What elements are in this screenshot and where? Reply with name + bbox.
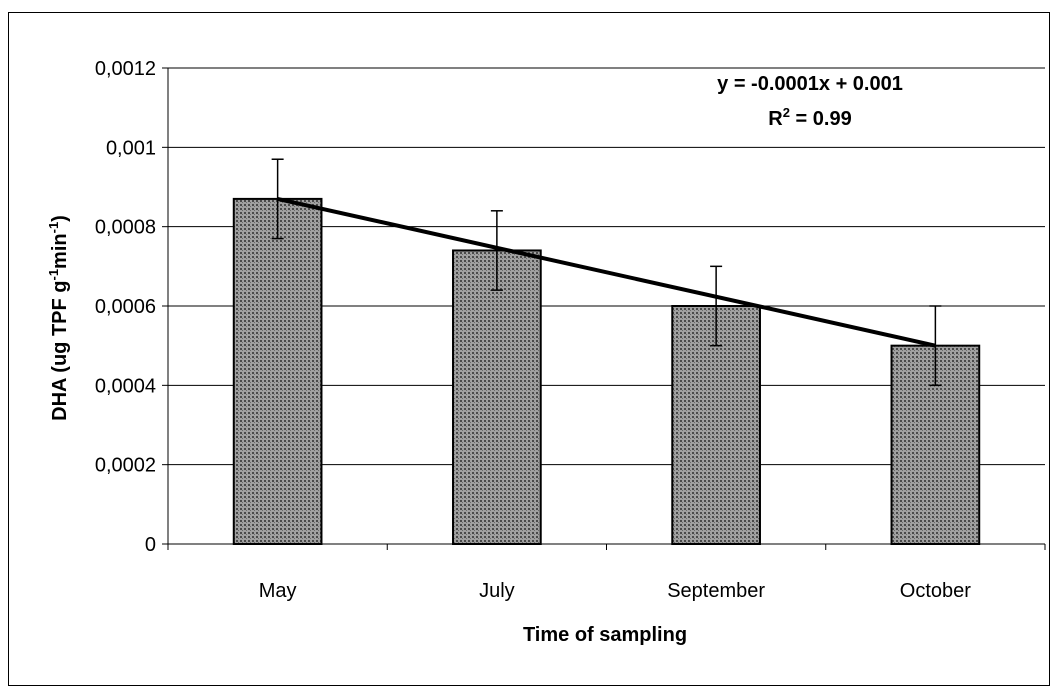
trendline-group	[277, 196, 936, 348]
x-tick-label: May	[259, 580, 297, 602]
y-tick-label: 0,0006	[95, 296, 156, 318]
x-tick-label: October	[900, 580, 971, 602]
bars	[232, 197, 981, 545]
x-axis-title: Time of sampling	[523, 624, 687, 646]
y-tick-label: 0,0012	[95, 58, 156, 80]
axes	[162, 67, 1046, 550]
r-squared-label: R2 = 0.99	[768, 105, 851, 130]
error-bars	[271, 158, 942, 387]
y-axis-title-main: DHA (ug TPF g	[49, 281, 71, 421]
bar-may	[232, 197, 323, 545]
y-axis-title-mid: min	[49, 233, 71, 269]
y-tick-label: 0,0004	[95, 375, 156, 397]
trendline	[277, 196, 936, 348]
x-tick-label: July	[479, 580, 515, 602]
x-tick-label: September	[667, 580, 765, 602]
r2-superscript: 2	[783, 105, 790, 120]
y-axis-title-sup2: -1	[46, 222, 61, 234]
y-tick-label: 0,001	[106, 137, 156, 159]
x-tick-labels: May July September October	[259, 580, 972, 602]
r2-value: = 0.99	[790, 108, 852, 130]
y-axis-title-end: )	[49, 215, 71, 222]
y-tick-label: 0	[145, 534, 156, 556]
y-tick-label: 0,0008	[95, 217, 156, 239]
y-axis-title-sup1: -1	[46, 269, 61, 281]
y-tick-label: 0,0002	[95, 455, 156, 477]
bar-july	[452, 249, 542, 545]
trendline-equation: y = -0.0001x + 0.001	[717, 73, 903, 95]
r2-prefix: R	[768, 108, 783, 130]
y-tick-labels: 0 0,0002 0,0004 0,0006 0,0008 0,001 0,0012	[95, 58, 156, 556]
y-axis-title: DHA (ug TPF g-1min-1)	[46, 215, 71, 421]
